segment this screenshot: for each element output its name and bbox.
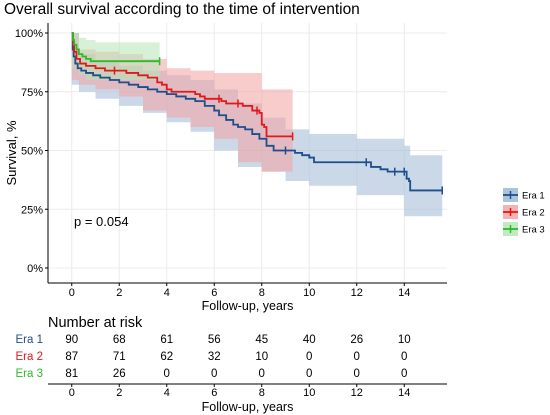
- x-axis-title: Follow-up, years: [202, 299, 294, 313]
- risk-x-tick-label: 10: [303, 387, 315, 399]
- chart-title: Overall survival according to the time o…: [4, 1, 360, 18]
- x-tick-label: 12: [351, 287, 363, 299]
- risk-count-era-1: 10: [398, 334, 411, 346]
- risk-count-era-2: 0: [306, 351, 312, 363]
- x-tick-label: 2: [116, 287, 122, 299]
- risk-row-label-era-2: Era 2: [16, 351, 44, 363]
- x-tick-label: 4: [164, 287, 170, 299]
- risk-row-label-era-3: Era 3: [16, 368, 44, 380]
- y-tick-label: 25%: [21, 204, 43, 216]
- x-tick-label: 8: [259, 287, 265, 299]
- risk-x-tick-label: 6: [211, 387, 217, 399]
- x-tick-label: 14: [398, 287, 410, 299]
- risk-count-era-2: 87: [65, 351, 78, 363]
- risk-count-era-2: 10: [255, 351, 268, 363]
- survival-curve-era-1: [71, 32, 443, 192]
- y-tick-label: 0%: [27, 263, 43, 275]
- risk-count-era-1: 40: [303, 334, 316, 346]
- x-tick-label: 6: [211, 287, 217, 299]
- risk-x-tick-label: 2: [116, 387, 122, 399]
- y-tick-label: 50%: [21, 146, 43, 158]
- risk-count-era-1: 90: [65, 334, 78, 346]
- y-axis-title: Survival, %: [4, 120, 19, 185]
- risk-count-era-3: 0: [259, 368, 265, 380]
- risk-count-era-3: 0: [354, 368, 360, 380]
- risk-count-era-1: 45: [255, 334, 268, 346]
- risk-count-era-3: 26: [113, 368, 126, 380]
- risk-x-tick-label: 0: [69, 387, 75, 399]
- risk-count-era-2: 62: [160, 351, 173, 363]
- risk-count-era-3: 0: [401, 368, 407, 380]
- survival-curve-era-3: [71, 32, 160, 63]
- risk-table-title: Number at risk: [48, 315, 143, 331]
- legend-label-era-2: Era 2: [522, 208, 545, 219]
- risk-count-era-1: 68: [113, 334, 126, 346]
- risk-count-era-3: 81: [65, 368, 78, 380]
- risk-count-era-2: 0: [354, 351, 360, 363]
- x-tick-label: 10: [303, 287, 315, 299]
- y-tick-label: 100%: [15, 28, 43, 40]
- risk-count-era-1: 56: [208, 334, 221, 346]
- legend-label-era-1: Era 1: [522, 191, 545, 202]
- risk-x-tick-label: 8: [259, 387, 265, 399]
- risk-row-label-era-1: Era 1: [16, 334, 44, 346]
- risk-count-era-2: 32: [208, 351, 221, 363]
- risk-count-era-3: 0: [164, 368, 170, 380]
- risk-count-era-2: 0: [401, 351, 407, 363]
- risk-x-axis-title: Follow-up, years: [202, 400, 294, 414]
- risk-count-era-3: 0: [211, 368, 217, 380]
- y-tick-label: 75%: [21, 87, 43, 99]
- risk-count-era-1: 61: [160, 334, 173, 346]
- risk-x-tick-label: 12: [351, 387, 363, 399]
- survival-curve-era-2: [71, 32, 293, 138]
- risk-x-tick-label: 4: [164, 387, 170, 399]
- risk-x-tick-label: 14: [398, 387, 410, 399]
- legend-label-era-3: Era 3: [522, 225, 545, 236]
- risk-count-era-1: 26: [350, 334, 363, 346]
- ci-band-era-3: [71, 33, 160, 80]
- risk-count-era-3: 0: [306, 368, 312, 380]
- risk-count-era-2: 71: [113, 351, 126, 363]
- p-value-annotation: p = 0.054: [74, 214, 129, 229]
- x-tick-label: 0: [69, 287, 75, 299]
